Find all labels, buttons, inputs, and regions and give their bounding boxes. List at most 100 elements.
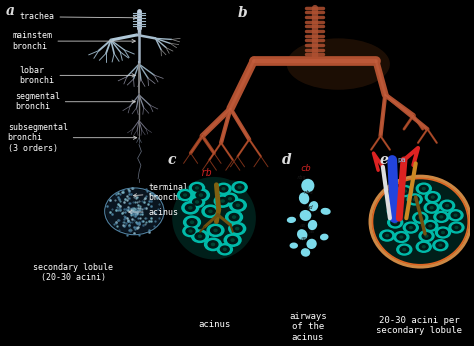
Circle shape	[177, 190, 193, 201]
Circle shape	[192, 199, 201, 205]
Circle shape	[390, 195, 399, 202]
Circle shape	[438, 229, 447, 236]
Text: c: c	[167, 153, 176, 167]
Circle shape	[223, 248, 226, 250]
Circle shape	[229, 199, 246, 211]
Circle shape	[202, 205, 219, 217]
Ellipse shape	[309, 201, 318, 211]
Text: rbs: rbs	[296, 175, 306, 180]
Circle shape	[205, 238, 221, 251]
Circle shape	[431, 196, 434, 198]
Text: ad: ad	[307, 206, 313, 210]
Circle shape	[416, 215, 425, 221]
Circle shape	[217, 244, 232, 255]
Circle shape	[207, 224, 224, 237]
Circle shape	[422, 188, 425, 190]
Ellipse shape	[180, 221, 201, 243]
Circle shape	[425, 192, 440, 202]
Circle shape	[401, 188, 410, 194]
Circle shape	[231, 239, 234, 241]
Text: as: as	[309, 229, 316, 234]
Circle shape	[191, 230, 209, 243]
Circle shape	[219, 185, 228, 192]
Circle shape	[400, 236, 403, 238]
Circle shape	[416, 183, 431, 194]
Text: d: d	[282, 153, 292, 167]
Text: rba: rba	[303, 190, 313, 195]
Circle shape	[189, 207, 192, 209]
Ellipse shape	[297, 229, 308, 240]
Ellipse shape	[287, 217, 296, 223]
Circle shape	[388, 217, 403, 228]
Circle shape	[209, 210, 212, 212]
Circle shape	[387, 206, 402, 217]
Circle shape	[451, 212, 460, 218]
Circle shape	[190, 197, 205, 208]
Text: segmental
bronchi: segmental bronchi	[15, 92, 135, 111]
Text: acinus: acinus	[198, 320, 230, 329]
Circle shape	[391, 219, 400, 226]
Ellipse shape	[230, 213, 254, 237]
Circle shape	[403, 222, 418, 233]
Circle shape	[236, 228, 239, 230]
Circle shape	[182, 202, 199, 214]
Text: b: b	[237, 6, 247, 20]
Ellipse shape	[219, 181, 247, 208]
Circle shape	[189, 230, 192, 232]
Ellipse shape	[211, 234, 236, 257]
Circle shape	[226, 195, 235, 202]
Circle shape	[413, 199, 416, 200]
Circle shape	[192, 189, 210, 201]
Circle shape	[410, 196, 419, 203]
Circle shape	[422, 246, 425, 248]
Ellipse shape	[306, 239, 317, 249]
Circle shape	[394, 221, 397, 224]
Circle shape	[426, 223, 435, 229]
Circle shape	[428, 204, 436, 211]
Circle shape	[425, 235, 428, 237]
Text: as: as	[301, 236, 308, 241]
Circle shape	[419, 185, 428, 192]
Circle shape	[416, 241, 431, 252]
Circle shape	[210, 227, 220, 234]
Circle shape	[222, 188, 225, 190]
Circle shape	[237, 204, 239, 206]
Circle shape	[443, 202, 451, 209]
Circle shape	[185, 204, 195, 211]
Circle shape	[455, 227, 458, 228]
Circle shape	[407, 194, 422, 205]
Circle shape	[187, 219, 197, 226]
Text: e: e	[380, 153, 389, 167]
Circle shape	[437, 214, 446, 220]
Circle shape	[391, 208, 399, 215]
Ellipse shape	[290, 243, 298, 249]
Circle shape	[208, 241, 218, 248]
Circle shape	[393, 210, 396, 212]
Text: lobar
bronchi: lobar bronchi	[19, 66, 135, 85]
Circle shape	[211, 243, 215, 246]
Circle shape	[434, 211, 449, 222]
Text: cb: cb	[300, 164, 311, 173]
Circle shape	[404, 190, 406, 192]
Text: trachea: trachea	[19, 12, 137, 21]
Circle shape	[442, 231, 444, 234]
Circle shape	[446, 205, 448, 207]
Ellipse shape	[370, 176, 471, 267]
Text: mainstem
bronchi: mainstem bronchi	[12, 31, 135, 51]
Circle shape	[403, 248, 406, 251]
Ellipse shape	[300, 210, 311, 221]
Text: acinus: acinus	[128, 208, 178, 217]
Circle shape	[216, 183, 231, 194]
Circle shape	[393, 198, 396, 200]
Ellipse shape	[287, 38, 390, 90]
Circle shape	[430, 207, 433, 209]
Ellipse shape	[301, 248, 310, 257]
Circle shape	[214, 229, 217, 231]
Circle shape	[186, 228, 195, 234]
Circle shape	[233, 202, 243, 209]
Circle shape	[196, 191, 206, 199]
Text: airways
of the
acinus: airways of the acinus	[289, 312, 327, 342]
Circle shape	[228, 237, 237, 244]
Circle shape	[400, 246, 409, 253]
Circle shape	[221, 200, 224, 202]
